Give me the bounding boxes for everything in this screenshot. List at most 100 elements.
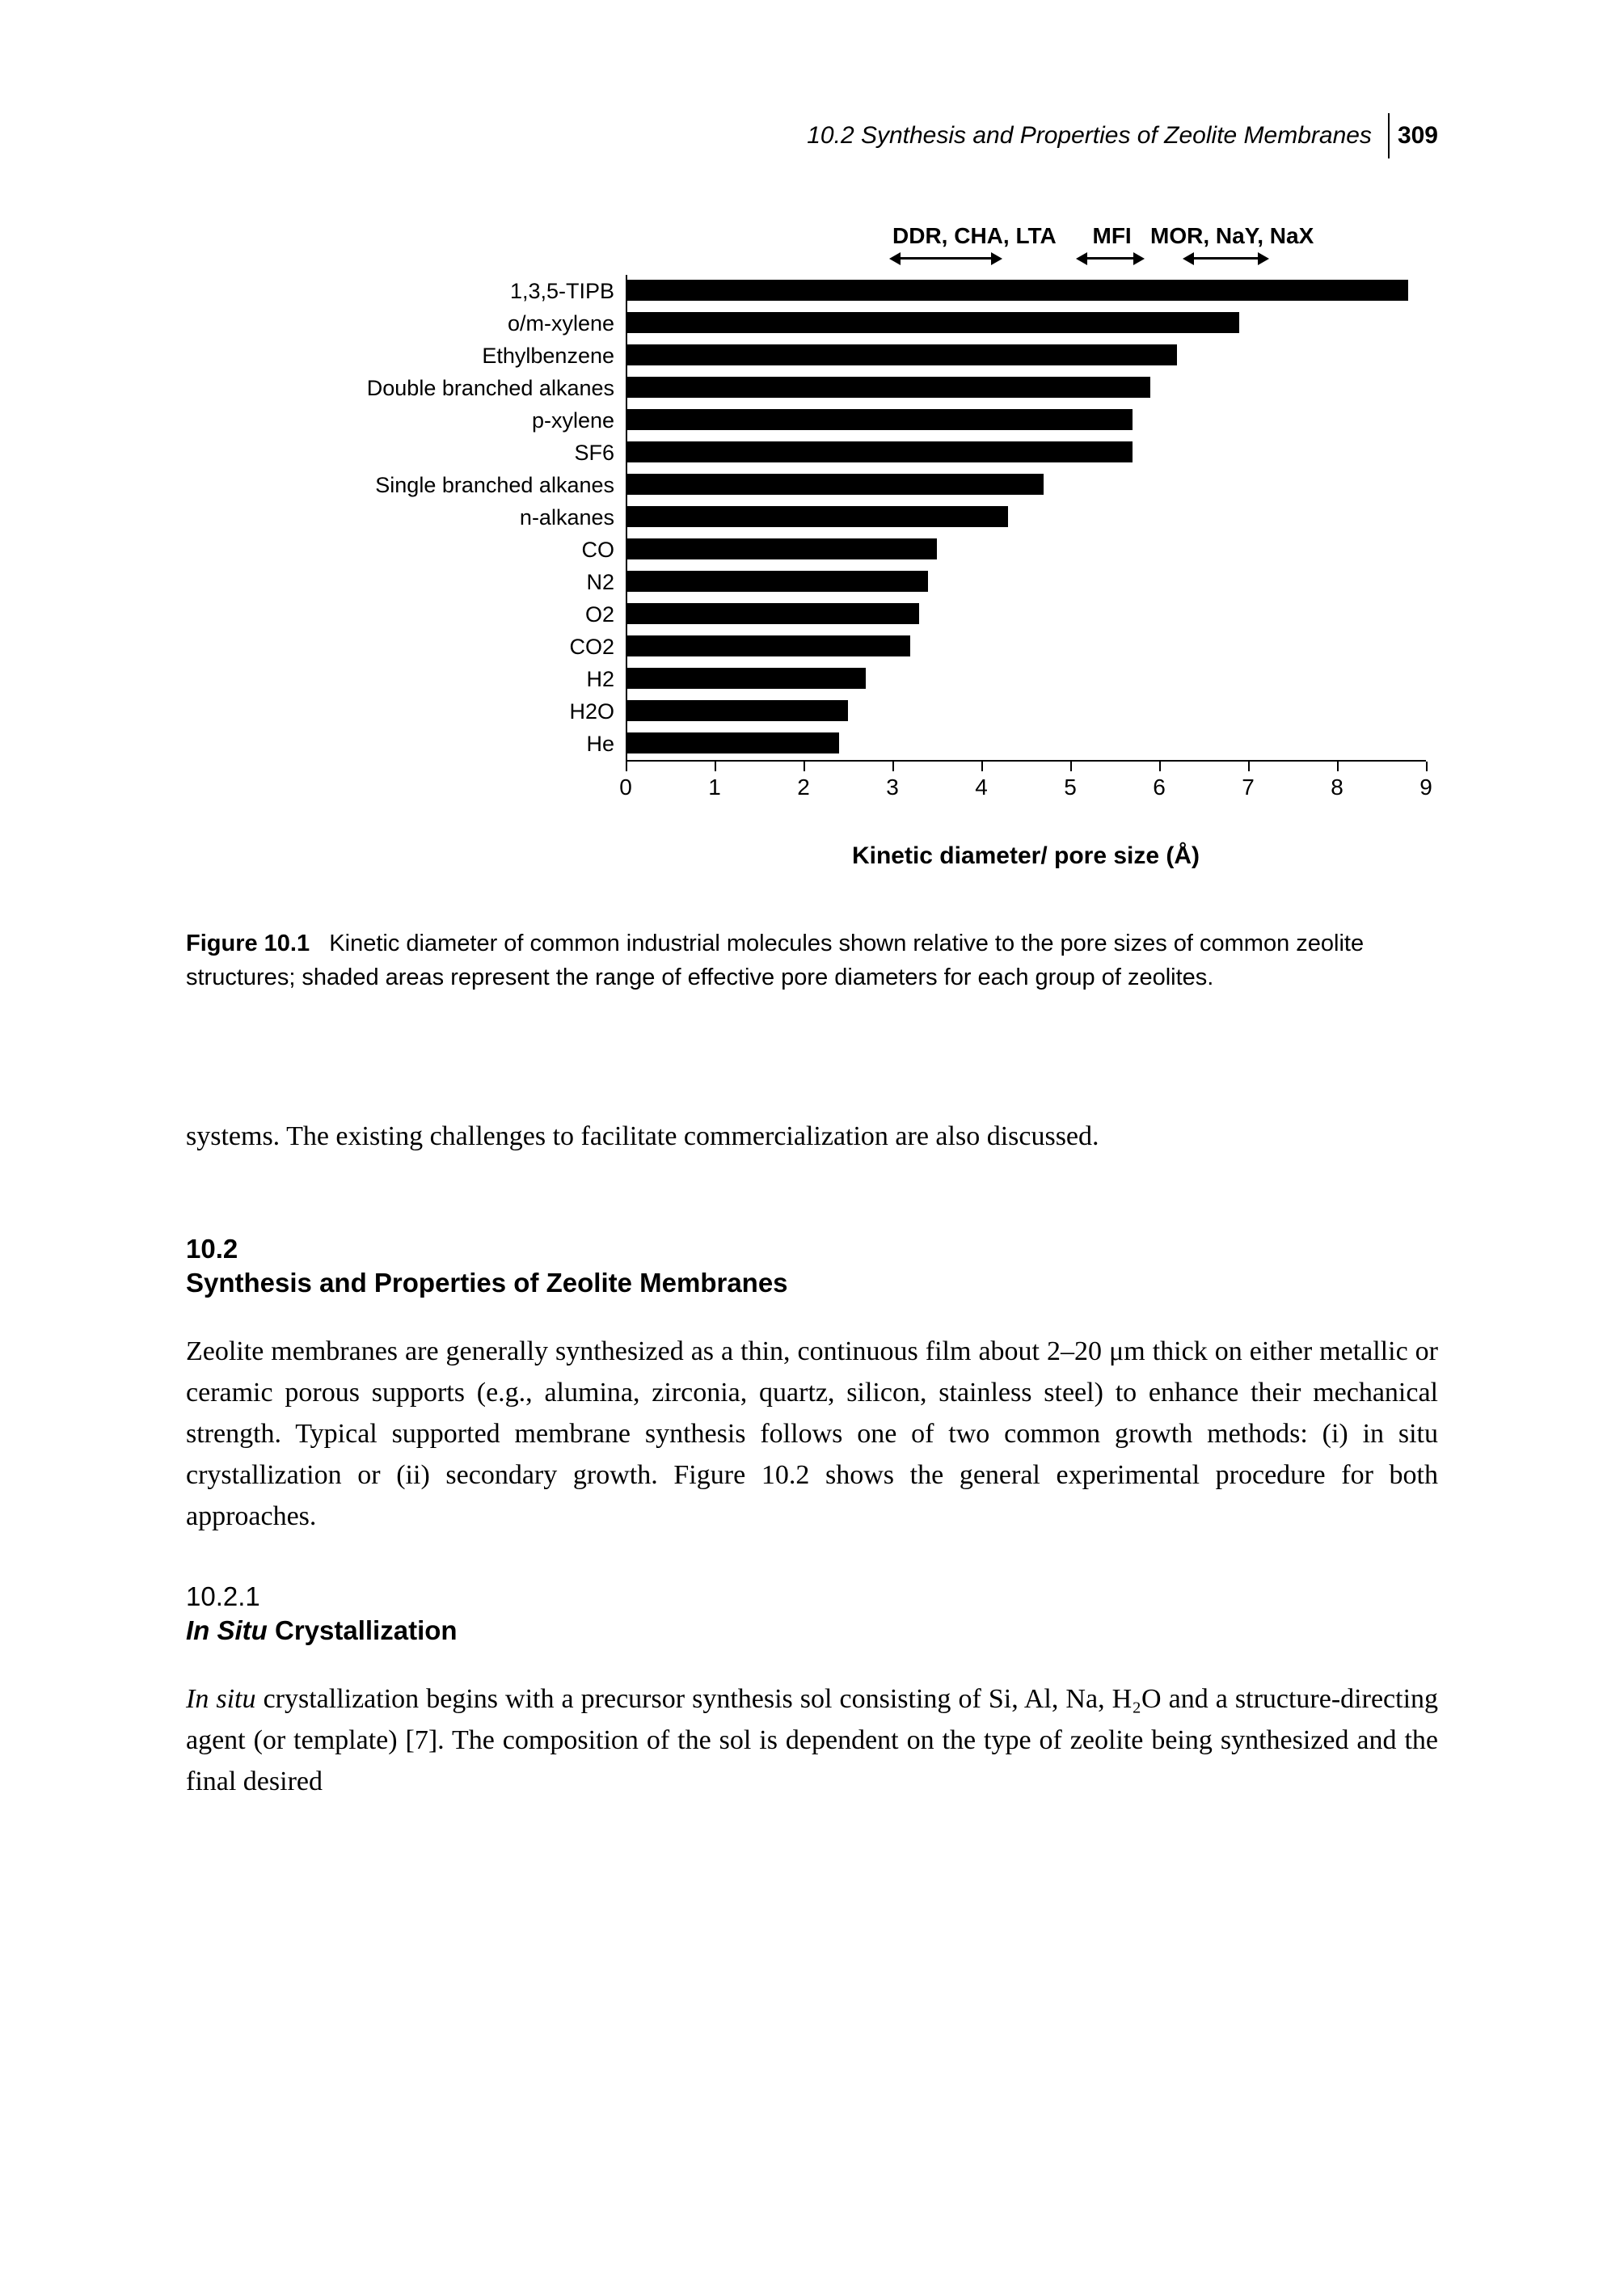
bar-row: o/m-xylene [234,307,1431,340]
x-axis-title: Kinetic diameter/ pore size (Å) [626,842,1426,870]
bar-row: Ethylbenzene [234,340,1431,372]
figure-10-1: DDR, CHA, LTA MFI MOR, NaY, NaX 1,3,5-TIPB… [234,218,1431,870]
bar [626,571,928,592]
bar [626,441,1133,462]
x-tick-label: 1 [708,775,721,800]
bar-plot-cell [626,663,1426,695]
bar-label: O2 [234,602,626,627]
bar-row: p-xylene [234,404,1431,437]
bar [626,635,910,656]
bar-row: He [234,728,1431,760]
bar-row: H2 [234,663,1431,695]
p3-text: crystallization begins with a precursor … [186,1684,1438,1796]
x-tick-label: 7 [1242,775,1255,800]
x-tick-label: 6 [1153,775,1166,800]
section-number: 10.2 [186,1234,1438,1264]
figure-caption: Figure 10.1 Kinetic diameter of common i… [186,927,1438,994]
bar-label: Double branched alkanes [234,376,626,401]
figure-caption-text: Kinetic diameter of common industrial mo… [186,931,1364,990]
bar [626,377,1150,398]
bar-plot-cell [626,631,1426,663]
bar-row: Single branched alkanes [234,469,1431,501]
x-tick-label: 0 [619,775,632,800]
bar-row: N2 [234,566,1431,598]
p3-run1: In situ [186,1684,264,1714]
bar-label: Ethylbenzene [234,344,626,369]
x-tick-label: 9 [1419,775,1432,800]
bar-plot-cell [626,469,1426,501]
bar [626,474,1044,495]
bar [626,732,839,753]
bar [626,538,937,559]
x-tick [981,762,983,771]
bar-plot-cell [626,534,1426,566]
x-tick [1426,762,1428,771]
bar-chart-area: 1,3,5-TIPB o/m-xylene Ethylbenzene Double b… [234,275,1431,760]
bar-label: p-xylene [234,408,626,433]
zeolite-group-label: MOR, NaY, NaX [1150,223,1314,249]
page-number: 309 [1398,122,1438,150]
zeolite-group-arrows: DDR, CHA, LTA MFI MOR, NaY, NaX [626,218,1426,275]
zeolite-group-label: MFI [1093,223,1132,249]
bar-plot-cell [626,566,1426,598]
bar-plot-cell [626,275,1426,307]
x-tick [804,762,805,771]
bar-row: O2 [234,598,1431,631]
x-tick [892,762,894,771]
running-head-rule [1388,113,1390,158]
bar-row: SF6 [234,437,1431,469]
bar-plot-cell [626,695,1426,728]
x-tick-label: 3 [886,775,899,800]
bar-row: CO2 [234,631,1431,663]
subsection-number: 10.2.1 [186,1581,1438,1612]
bar-label: He [234,732,626,757]
bar-row: H2O [234,695,1431,728]
x-tick-label: 5 [1064,775,1077,800]
bar-label: CO [234,538,626,563]
bar [626,603,919,624]
running-head: 10.2 Synthesis and Properties of Zeolite… [807,113,1438,158]
x-tick-label: 4 [975,775,988,800]
bar [626,344,1177,365]
bar-plot-cell [626,404,1426,437]
bar-label: SF6 [234,441,626,466]
x-tick-label: 2 [797,775,810,800]
x-tick [1159,762,1161,771]
bar-plot-cell [626,598,1426,631]
zeolite-group-label: DDR, CHA, LTA [892,223,1057,249]
x-tick [1337,762,1339,771]
bar-label: H2 [234,667,626,692]
bar-plot-cell [626,437,1426,469]
bar-label: n-alkanes [234,505,626,530]
x-tick-label: 8 [1331,775,1343,800]
bars-container: 1,3,5-TIPB o/m-xylene Ethylbenzene Double b… [234,275,1431,760]
paragraph-10-2-1: In situ crystallization begins with a pr… [186,1678,1438,1802]
bar-label: o/m-xylene [234,311,626,336]
bar-plot-cell [626,372,1426,404]
zeolite-group-arrow [1079,257,1141,260]
bar-row: n-alkanes [234,501,1431,534]
bar-plot-cell [626,728,1426,760]
running-section-title: 10.2 Synthesis and Properties of Zeolite… [807,122,1383,150]
bar-label: Single branched alkanes [234,473,626,498]
subsection-title: In Situ Crystallization [186,1615,1438,1646]
paragraph-10-2: Zeolite membranes are generally synthesi… [186,1331,1438,1537]
x-tick [626,762,627,771]
x-tick [1248,762,1250,771]
bar [626,506,1008,527]
bar-label: N2 [234,570,626,595]
bar-row: CO [234,534,1431,566]
page: 10.2 Synthesis and Properties of Zeolite… [0,0,1624,2292]
bar [626,700,848,721]
bar [626,312,1239,333]
x-tick [1070,762,1072,771]
bar-plot-cell [626,501,1426,534]
subsection-title-italic: In Situ [186,1615,268,1645]
bar-plot-cell [626,307,1426,340]
bar-label: CO2 [234,635,626,660]
figure-caption-lead: Figure 10.1 [186,931,310,956]
bar-plot-cell [626,340,1426,372]
bar-label: 1,3,5-TIPB [234,279,626,304]
subsection-title-rest: Crystallization [268,1615,458,1645]
bar-label: H2O [234,699,626,724]
